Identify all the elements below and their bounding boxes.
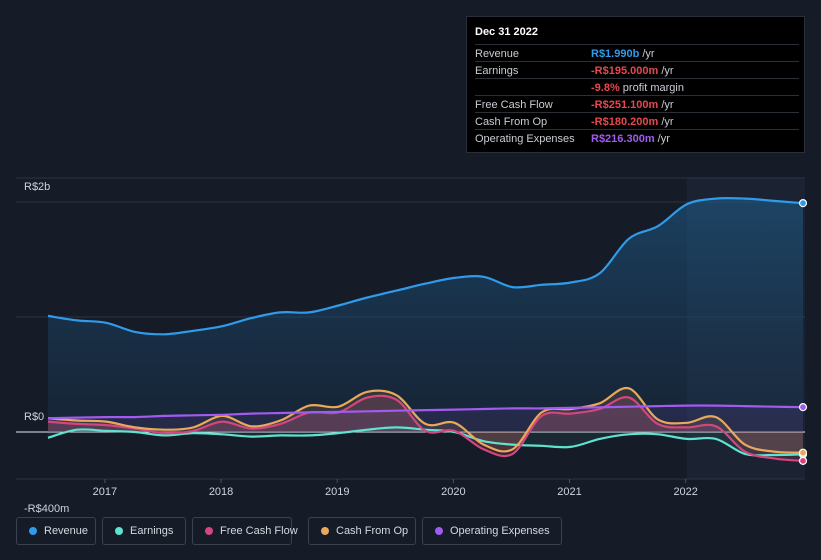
- tooltip-row: Free Cash Flow -R$251.100m /yr: [475, 95, 799, 112]
- legend-label: Free Cash Flow: [220, 525, 298, 537]
- tooltip-row: Earnings -R$195.000m /yr: [475, 61, 799, 78]
- tooltip-row: -9.8% profit margin: [475, 78, 799, 95]
- series-endpoint-cash-from-op: [798, 448, 808, 457]
- series-line-cash-from-op: [47, 386, 804, 454]
- tooltip-date: Dec 31 2022: [475, 26, 538, 38]
- legend-dot-icon: [29, 527, 37, 535]
- legend-label: Earnings: [130, 525, 174, 537]
- x-tick-label: 2021: [557, 486, 581, 498]
- legend-label: Cash From Op: [336, 525, 409, 537]
- legend-label: Operating Expenses: [450, 525, 550, 537]
- series-line-free-cash-flow: [47, 394, 804, 462]
- tooltip-row-label: Operating Expenses: [475, 133, 575, 145]
- series-line-operating-expenses: [47, 404, 804, 420]
- tooltip-row-value: R$216.300m /yr: [591, 133, 670, 145]
- tooltip-row-value: R$1.990b /yr: [591, 48, 655, 60]
- legend-dot-icon: [435, 527, 443, 535]
- legend-dot-icon: [115, 527, 123, 535]
- tooltip-row-label: Revenue: [475, 48, 520, 60]
- tooltip-row-label: Free Cash Flow: [475, 99, 553, 111]
- tooltip-row-unit: /yr: [658, 65, 674, 77]
- legend-dot-icon: [205, 527, 213, 535]
- y-tick-label: -R$400m: [24, 503, 69, 515]
- legend-item-earnings[interactable]: Earnings: [102, 517, 186, 545]
- tooltip-row: Operating Expenses R$216.300m /yr: [475, 129, 799, 146]
- tooltip-row-value: -R$251.100m /yr: [591, 99, 674, 111]
- x-tick-label: 2018: [209, 486, 233, 498]
- legend-dot-icon: [321, 527, 329, 535]
- series-area-free-cash-flow: [48, 395, 803, 461]
- series-area-earnings: [48, 427, 803, 456]
- y-tick-label: R$0: [24, 411, 44, 423]
- legend-item-free-cash-flow[interactable]: Free Cash Flow: [192, 517, 298, 545]
- x-tick-label: 2022: [673, 486, 697, 498]
- series-area-cash-from-op: [48, 387, 803, 453]
- x-tick-label: 2020: [441, 486, 465, 498]
- legend-item-operating-expenses[interactable]: Operating Expenses: [422, 517, 562, 545]
- tooltip-row-unit: /yr: [658, 116, 674, 128]
- x-tick-label: 2019: [325, 486, 349, 498]
- tooltip-row-unit: profit margin: [619, 82, 684, 94]
- tooltip-row-value: -9.8% profit margin: [591, 82, 684, 94]
- tooltip-row-value: -R$180.200m /yr: [591, 116, 674, 128]
- legend-item-cash-from-op[interactable]: Cash From Op: [308, 517, 416, 545]
- tooltip-row-label: Earnings: [475, 65, 519, 77]
- series-area-revenue: [48, 198, 803, 432]
- y-tick-label: R$2b: [24, 181, 50, 193]
- tooltip-row-label: Cash From Op: [475, 116, 548, 128]
- tooltip-row: Revenue R$1.990b /yr: [475, 44, 799, 61]
- series-line-revenue: [47, 196, 804, 336]
- tooltip-row-unit: /yr: [639, 48, 655, 60]
- legend-item-revenue[interactable]: Revenue: [16, 517, 96, 545]
- tooltip-row-unit: /yr: [654, 133, 670, 145]
- tooltip-row-value: -R$195.000m /yr: [591, 65, 674, 77]
- series-endpoint-operating-expenses: [798, 403, 808, 412]
- legend-label: Revenue: [44, 525, 89, 537]
- tooltip-row: Cash From Op -R$180.200m /yr: [475, 112, 799, 129]
- x-tick-label: 2017: [93, 486, 117, 498]
- tooltip-row-unit: /yr: [658, 99, 674, 111]
- series-endpoint-free-cash-flow: [798, 456, 808, 465]
- tooltip: Dec 31 2022 Revenue R$1.990b /yr Earnings -…: [466, 16, 805, 153]
- series-endpoint-revenue: [798, 199, 808, 208]
